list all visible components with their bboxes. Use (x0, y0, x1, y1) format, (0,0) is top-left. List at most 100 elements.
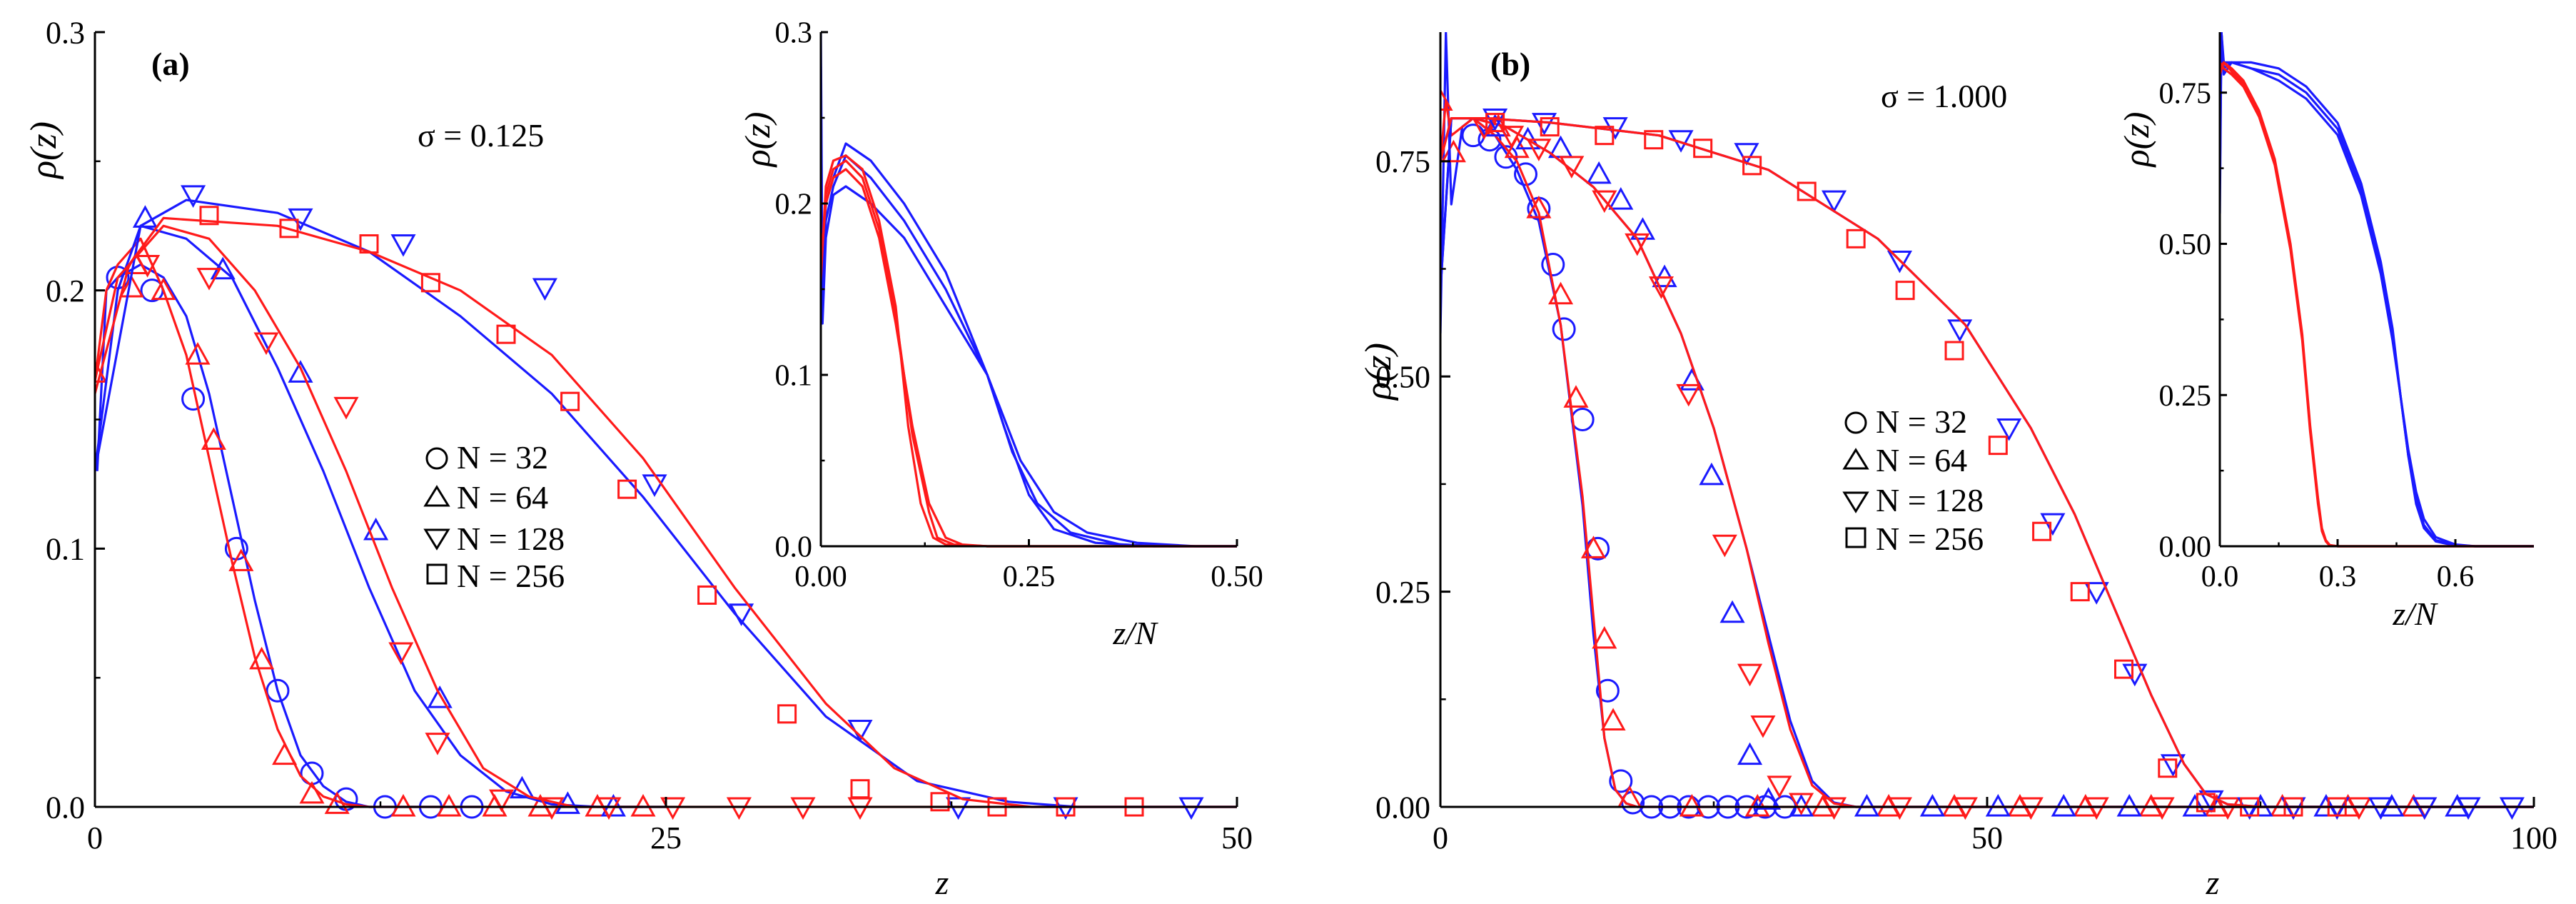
b-main-series-0-point-9 (1595, 678, 1620, 703)
a-main-series-5-point-3 (420, 273, 440, 293)
a-main-series-5-point-0 (199, 206, 219, 226)
panel-a-label: (a) (151, 46, 190, 82)
b-main-series-4-point-4 (1734, 143, 1759, 166)
a-main-x-tick-label-1: 25 (650, 820, 682, 855)
b-main-series-5-point-9 (1944, 341, 1964, 361)
b-inset-series-group (2220, 32, 2534, 548)
b-main-series-2-point-9 (1719, 600, 1745, 623)
b-main-series-5-point-6 (1797, 181, 1817, 201)
b-main-series-5-point-7 (1846, 228, 1866, 248)
panel-a-inset-plot: 0.0 0.1 0.2 0.3 0.00 0.25 0.50 (775, 17, 1263, 593)
b-main-series-3-point-8 (1712, 534, 1737, 558)
panel-a-main: 0.0 0.1 0.2 0.3 0 25 50 (a) σ = 0.125 z ρ(z) N… (24, 15, 1253, 902)
b-inset-series-line-5 (2220, 61, 2534, 548)
b-main-series-line-0 (1440, 32, 1769, 808)
a-main-series-1-point-6 (228, 548, 254, 571)
panel-a-y-axis-label: ρ(z) (24, 121, 64, 180)
b-main-series-2-point-11 (1756, 787, 1782, 810)
a-main-series-4-point-2 (390, 234, 416, 257)
a-main-series-3-point-2 (253, 332, 279, 356)
b-main-series-4-point-6 (1886, 250, 1912, 273)
panel-a-x-axis-label: z (935, 864, 949, 902)
b-inset-y-tick-label-2: 0.50 (2159, 228, 2212, 261)
b-main-x-tick-label-0: 0 (1433, 820, 1448, 855)
b-main-series-0-point-3 (1513, 162, 1537, 186)
b-main-series-4-point-7 (1947, 319, 1973, 343)
b-main-series-4-point-5 (1821, 190, 1847, 214)
b-main-series-5-point-12 (2070, 582, 2090, 602)
a-main-series-5-point-4 (496, 324, 516, 344)
b-main-series-3-point-5 (1625, 233, 1650, 256)
a-main-series-3-point-4 (388, 642, 414, 666)
b-main-series-line-5 (1440, 117, 2534, 808)
b-main-series-4-point-11 (2122, 663, 2148, 687)
a-inset-x-tick-label-2: 0.50 (1211, 561, 1263, 593)
a-main-x-tick-label-0: 0 (87, 820, 103, 855)
a-main-series-0-point-2 (181, 387, 206, 411)
b-main-series-1-point-9 (1600, 708, 1626, 730)
a-main-series-5-point-5 (560, 391, 580, 411)
panel-b-legend-marker-triangle-down (1842, 491, 1869, 513)
panel-b-legend-marker-square (1845, 527, 1867, 548)
panel-a-sigma-label: σ = 0.125 (418, 117, 544, 154)
b-main-series-5-point-3 (1644, 130, 1664, 150)
b-inset-x-tick-label-1: 0.3 (2319, 561, 2357, 593)
b-inset-series-line-1 (2220, 32, 2534, 548)
a-inset-series-line-1 (821, 66, 1237, 548)
b-main-series-2-point-5 (1630, 217, 1655, 240)
a-main-series-5-point-1 (279, 219, 299, 238)
b-main-series-3-point-7 (1676, 383, 1702, 407)
a-main-series-3-point-0 (135, 255, 161, 278)
panel-a-legend-label-1: N = 32 (457, 439, 548, 476)
panel-a-legend-marker-square (426, 563, 448, 585)
panel-b-label: (b) (1490, 46, 1530, 82)
b-main-series-0-point-10 (1609, 769, 1633, 793)
b-main-series-1-point-6 (1563, 385, 1589, 408)
b-main-series-5-point-1 (1540, 117, 1560, 137)
b-main-y-tick-label-1: 0.25 (1375, 575, 1430, 610)
a-main-series-line-5 (95, 216, 1237, 808)
b-main-series-1-point-5 (1547, 281, 1574, 305)
panel-a-legend-label-4: N = 256 (457, 558, 565, 594)
panel-a-legend-marker-triangle-up (423, 485, 450, 507)
b-main-series-5-point-4 (1693, 139, 1713, 159)
b-main-series-5-point-0 (1485, 113, 1505, 133)
b-main-series-5-point-5 (1742, 156, 1762, 176)
b-main-series-3-point-6 (1648, 276, 1675, 299)
b-inset-series-line-2 (2220, 32, 2534, 548)
a-inset-series-line-2 (821, 117, 1237, 548)
a-inset-y-tick-label-0: 0.0 (775, 531, 813, 564)
b-main-series-5-point-13 (2114, 659, 2133, 679)
b-main-series-4-point-12 (2160, 754, 2186, 777)
b-main-series-3-point-11 (1767, 775, 1792, 798)
panel-a-inset-x-axis-label: z/N (1112, 615, 1158, 651)
a-main-series-1-point-9 (299, 780, 325, 804)
panel-b-inset-x-axis-label: z/N (2392, 596, 2438, 632)
b-main-series-3-point-1 (1499, 126, 1525, 149)
a-main-series-2-point-2 (288, 360, 313, 383)
panel-b-inset: 0.00 0.25 0.50 0.75 0.0 0.3 0.6 z/N ρ(z) (2116, 32, 2534, 632)
b-main-series-1-point-4 (1526, 196, 1552, 219)
panel-b-legend-label-2: N = 64 (1876, 442, 1967, 478)
a-inset-y-tick-label-3: 0.3 (775, 17, 813, 50)
b-main-series-3-point-3 (1559, 156, 1585, 179)
a-main-series-3-point-1 (196, 268, 222, 291)
panel-b-sigma-label: σ = 1.000 (1881, 78, 2007, 114)
b-main-series-1-point-7 (1580, 536, 1607, 558)
a-main-y-tick-label-3: 0.3 (46, 15, 85, 50)
b-main-series-5-point-11 (2032, 521, 2052, 541)
b-main-series-5-point-14 (2158, 758, 2178, 778)
a-inset-series-group (821, 32, 1237, 548)
b-main-series-2-point-1 (1515, 126, 1541, 150)
a-main-series-line-0 (96, 263, 483, 808)
panel-b-y-axis-label: ρ(z) (1358, 343, 1399, 401)
a-main-series-1-point-10 (324, 791, 350, 814)
panel-a-inset-y-axis-label: ρ(z) (737, 112, 777, 169)
b-main-series-3-point-10 (1750, 715, 1776, 738)
a-main-series-5-point-10 (930, 792, 950, 812)
a-inset-series-line-3 (821, 168, 1237, 548)
a-main-series-line-4 (95, 199, 1237, 808)
b-main-series-3-point-12 (1789, 793, 1814, 816)
a-inset-y-tick-label-1: 0.1 (775, 360, 813, 393)
b-inset-y-tick-label-0: 0.00 (2159, 531, 2212, 564)
